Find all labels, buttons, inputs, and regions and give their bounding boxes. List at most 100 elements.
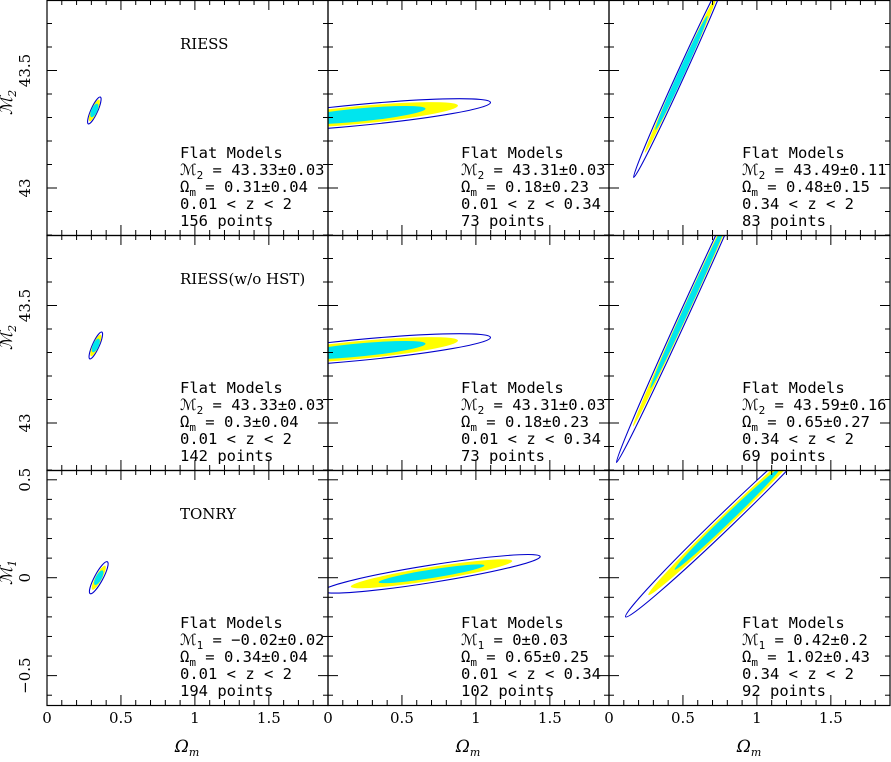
panel-title: Flat Models <box>180 614 283 632</box>
panel-frame <box>608 469 891 707</box>
redshift-range: 0.01 < z < 0.34 <box>461 665 601 683</box>
x-tick-label: 1 <box>190 709 200 727</box>
x-axis-label: Ωm <box>455 737 481 759</box>
outer-contour <box>615 235 765 464</box>
point-count: 156 points <box>180 212 273 230</box>
point-count: 142 points <box>180 447 273 465</box>
point-count: 92 points <box>742 682 826 700</box>
outer-contour <box>87 96 102 125</box>
inner-contour <box>94 570 104 586</box>
magnitude-estimate: ℳ1 = −0.02±0.02 <box>180 631 325 652</box>
omega-estimate: Ωm = 0.3±0.04 <box>180 413 299 434</box>
magnitude-estimate: ℳ2 = 43.33±0.03 <box>180 161 325 182</box>
point-count: 69 points <box>742 447 826 465</box>
redshift-range: 0.01 < z < 2 <box>180 430 292 448</box>
x-tick-label: 1.5 <box>538 709 562 727</box>
x-tick-label: 1.5 <box>819 709 843 727</box>
panel-1-contours <box>87 96 102 125</box>
panel-title: Flat Models <box>742 614 845 632</box>
magnitude-estimate: ℳ2 = 43.31±0.03 <box>461 161 606 182</box>
panel-5-contours <box>328 333 491 368</box>
inner-contour <box>90 103 99 118</box>
magnitude-estimate: ℳ1 = 0.42±0.2 <box>742 631 868 652</box>
redshift-range: 0.01 < z < 0.34 <box>461 430 601 448</box>
outer-contour <box>328 98 491 133</box>
inner-contour <box>328 340 426 360</box>
x-tick-label: 0 <box>323 709 333 727</box>
y-axis-label: ℳ2 <box>0 90 19 115</box>
omega-estimate: Ωm = 0.65±0.25 <box>461 648 589 669</box>
panel-7-contours <box>88 561 109 595</box>
inner-contour <box>674 470 781 570</box>
dataset-label: TONRY <box>180 505 237 523</box>
dataset-label: RIESS <box>180 35 228 53</box>
magnitude-estimate: ℳ2 = 43.59±0.16 <box>742 396 887 417</box>
point-count: 102 points <box>461 682 554 700</box>
outer-contour <box>633 0 730 179</box>
panel-4-contours <box>88 331 104 360</box>
y-tick-label: 43 <box>16 413 34 432</box>
outer-contour <box>88 331 104 360</box>
point-count: 73 points <box>461 447 545 465</box>
inner-contour <box>650 235 731 389</box>
panel-title: Flat Models <box>742 144 845 162</box>
outer-contour <box>88 561 109 595</box>
omega-estimate: Ωm = 0.65±0.27 <box>742 413 870 434</box>
panel-title: Flat Models <box>742 379 845 397</box>
outer-contour <box>328 553 541 594</box>
y-tick-label: 0.5 <box>16 468 34 492</box>
omega-estimate: Ωm = 0.34±0.04 <box>180 648 308 669</box>
y-tick-label: 0 <box>16 573 34 583</box>
y-tick-label: 43.5 <box>16 54 34 87</box>
point-count: 194 points <box>180 682 273 700</box>
omega-estimate: Ωm = 1.02±0.43 <box>742 648 870 669</box>
y-axis-label: ℳ2 <box>0 325 19 350</box>
panel-title: Flat Models <box>461 614 564 632</box>
y-tick-label: 43.5 <box>16 289 34 322</box>
y-axis-label: ℳ1 <box>0 560 19 585</box>
redshift-range: 0.34 < z < 2 <box>742 430 854 448</box>
panel-3-contours <box>633 0 730 179</box>
panel-title: Flat Models <box>461 379 564 397</box>
redshift-range: 0.01 < z < 0.34 <box>461 195 601 213</box>
x-tick-label: 0.5 <box>671 709 695 727</box>
x-tick-label: 1 <box>752 709 762 727</box>
redshift-range: 0.01 < z < 2 <box>180 195 292 213</box>
dataset-label: RIESS(w/o HST) <box>180 270 305 288</box>
x-tick-label: 0.5 <box>109 709 133 727</box>
panel-title: Flat Models <box>180 379 283 397</box>
panel-title: Flat Models <box>461 144 564 162</box>
x-tick-label: 0 <box>604 709 614 727</box>
redshift-range: 0.34 < z < 2 <box>742 195 854 213</box>
panel-8-contours <box>328 553 541 594</box>
omega-estimate: Ωm = 0.31±0.04 <box>180 178 308 199</box>
inner-contour <box>328 105 426 125</box>
magnitude-estimate: ℳ2 = 43.33±0.03 <box>180 396 325 417</box>
panel-title: Flat Models <box>180 144 283 162</box>
y-tick-label: 43 <box>16 178 34 197</box>
inner-contour <box>378 564 485 584</box>
y-tick-label: −0.5 <box>16 657 34 693</box>
point-count: 83 points <box>742 212 826 230</box>
inner-contour <box>91 338 100 353</box>
magnitude-estimate: ℳ1 = 0±0.03 <box>461 631 568 652</box>
point-count: 73 points <box>461 212 545 230</box>
panel-9-contours <box>624 470 830 618</box>
x-tick-label: 1.5 <box>257 709 281 727</box>
outer-contour <box>624 470 830 618</box>
omega-estimate: Ωm = 0.48±0.15 <box>742 178 870 199</box>
x-tick-label: 0 <box>42 709 52 727</box>
omega-estimate: Ωm = 0.18±0.23 <box>461 413 589 434</box>
omega-estimate: Ωm = 0.18±0.23 <box>461 178 589 199</box>
redshift-range: 0.01 < z < 2 <box>180 665 292 683</box>
magnitude-estimate: ℳ2 = 43.49±0.11 <box>742 161 887 182</box>
x-tick-label: 1 <box>471 709 481 727</box>
